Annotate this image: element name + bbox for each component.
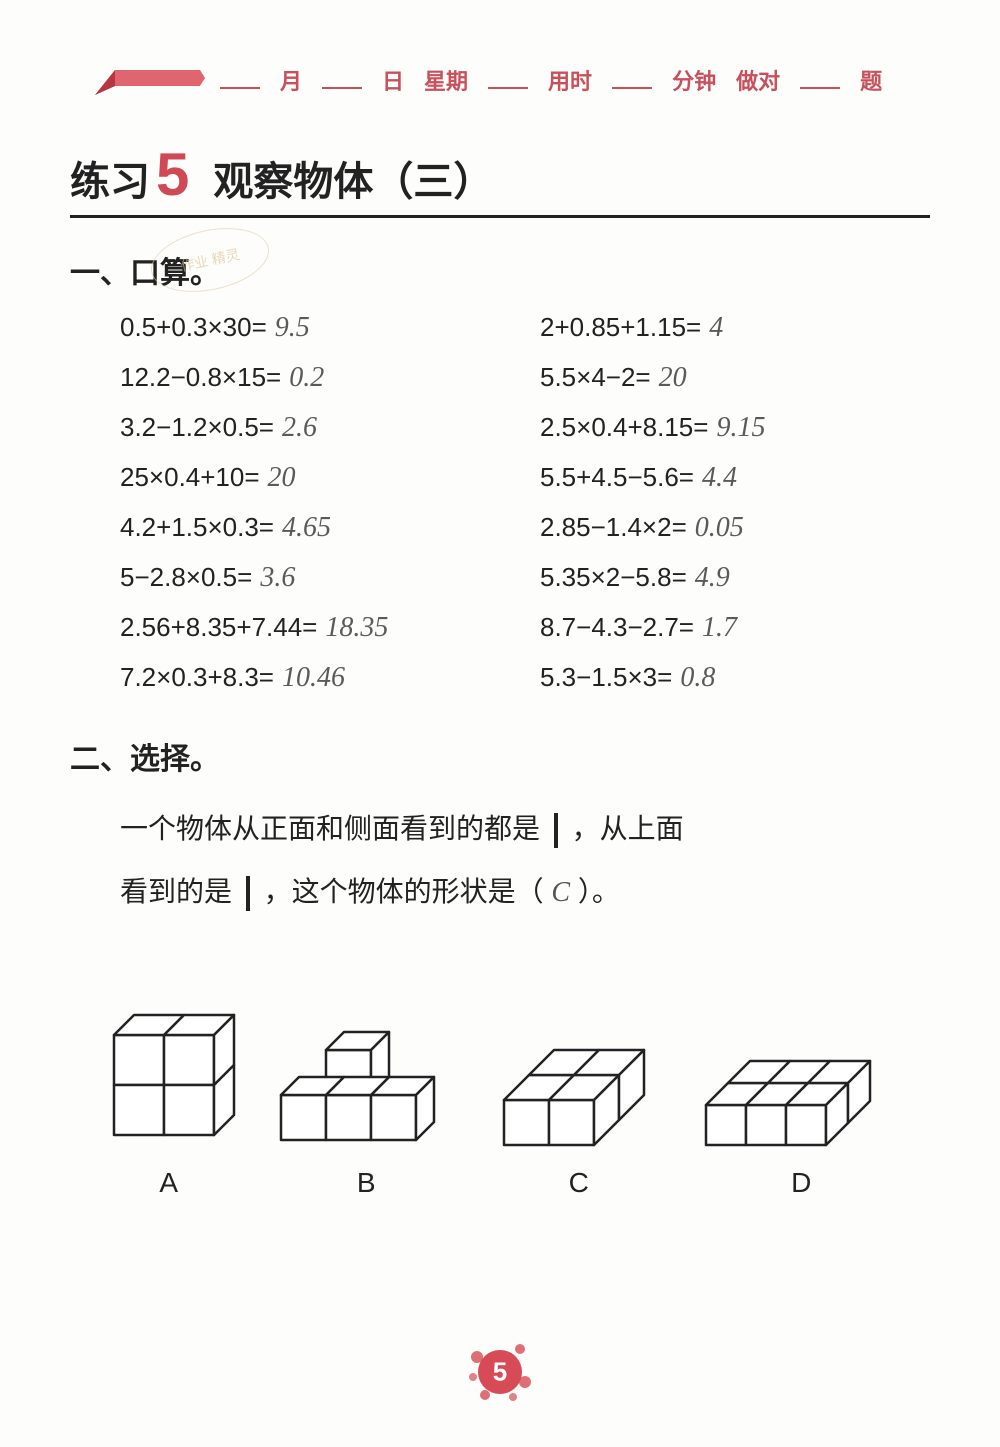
q2-p3: 看到的是 (120, 876, 232, 907)
header-labels: 月 日 星期 用时 分钟 做对 题 (220, 64, 882, 96)
calc-item: 5.3−1.5×3=0.8 (540, 662, 930, 694)
hdr-day: 日 (382, 64, 404, 96)
cube-shape-c (489, 1045, 669, 1155)
title-number: 5 (156, 140, 189, 209)
cube-shape-b (271, 1005, 461, 1155)
front-side-view-icon (554, 800, 558, 862)
calc-item: 12.2−0.8×15=0.2 (120, 362, 510, 394)
calc-item: 7.2×0.3+8.3=10.46 (120, 662, 510, 694)
hdr-time: 用时 (548, 64, 592, 96)
pencil-icon (90, 60, 210, 100)
mental-math-grid: 0.5+0.3×30=9.5 2+0.85+1.15=4 12.2−0.8×15… (70, 312, 930, 694)
calc-item: 4.2+1.5×0.3=4.65 (120, 512, 510, 544)
page-number: 5 (493, 1357, 507, 1388)
calc-item: 5.35×2−5.8=4.9 (540, 562, 930, 594)
hdr-weekday: 星期 (424, 64, 468, 96)
q2-p1: 一个物体从正面和侧面看到的都是 (120, 813, 540, 844)
section2-heading: 二、选择。 (70, 734, 930, 778)
option-b: B (271, 1005, 461, 1199)
question2-text: 一个物体从正面和侧面看到的都是 ，从上面 看到的是 ，这个物体的形状是（ C ）… (70, 798, 930, 925)
q2-p4: ，这个物体的形状是（ (264, 876, 544, 907)
q2-p5: ）。 (578, 876, 620, 907)
option-label-c: C (489, 1167, 669, 1199)
section1-heading: 一、口算。 (70, 248, 930, 292)
option-a: A (94, 985, 244, 1199)
option-label-b: B (271, 1167, 461, 1199)
calc-item: 2.5×0.4+8.15=9.15 (540, 412, 930, 444)
q2-handwritten-answer: C (551, 877, 570, 908)
top-view-icon (246, 863, 250, 925)
calc-item: 25×0.4+10=20 (120, 462, 510, 494)
calc-item: 0.5+0.3×30=9.5 (120, 312, 510, 344)
title-text: 观察物体（三） (213, 149, 493, 207)
title-prefix: 练习 (70, 149, 150, 207)
calc-item: 2.56+8.35+7.44=18.35 (120, 612, 510, 644)
cube-shape-a (94, 985, 244, 1155)
hdr-problems: 题 (860, 64, 882, 96)
cube-shape-d (696, 1045, 906, 1155)
calc-item: 2.85−1.4×2=0.05 (540, 512, 930, 544)
option-label-d: D (696, 1167, 906, 1199)
hdr-correct: 做对 (736, 64, 780, 96)
hdr-minutes: 分钟 (672, 64, 716, 96)
calc-item: 3.2−1.2×0.5=2.6 (120, 412, 510, 444)
answer-options: A (70, 985, 930, 1199)
hdr-month: 月 (280, 64, 302, 96)
q2-p2: ，从上面 (572, 813, 684, 844)
calc-item: 8.7−4.3−2.7=1.7 (540, 612, 930, 644)
lesson-title: 练习 5 观察物体（三） (70, 140, 930, 218)
calc-item: 5.5+4.5−5.6=4.4 (540, 462, 930, 494)
option-d: D (696, 1045, 906, 1199)
option-label-a: A (94, 1167, 244, 1199)
calc-item: 5.5×4−2=20 (540, 362, 930, 394)
worksheet-header: 月 日 星期 用时 分钟 做对 题 (70, 60, 930, 100)
calc-item: 5−2.8×0.5=3.6 (120, 562, 510, 594)
calc-item: 2+0.85+1.15=4 (540, 312, 930, 344)
page-number-badge: 5 (465, 1337, 535, 1407)
option-c: C (489, 1045, 669, 1199)
